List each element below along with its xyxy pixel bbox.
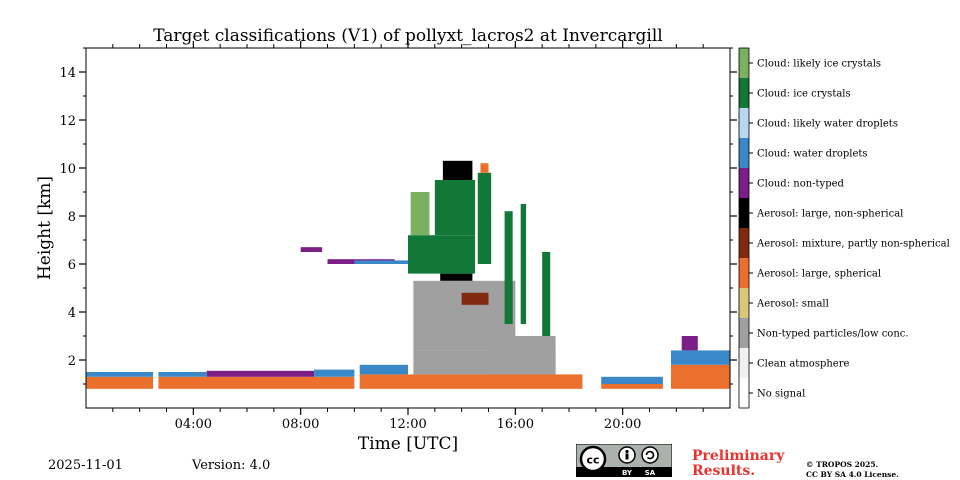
cc-license-badge: cc BY SA — [576, 444, 672, 477]
colorbar-label: No signal — [757, 389, 805, 400]
y-tick-label: 10 — [59, 162, 76, 177]
version-label: Version: 4.0 — [192, 458, 271, 473]
class-patch-26 — [601, 376, 663, 384]
x-tick-label: 20:00 — [604, 417, 641, 432]
colorbar-swatch-4 — [739, 258, 749, 288]
colorbar-label: Clean atmosphere — [757, 359, 850, 370]
copyright-line-2: CC BY SA 4.0 License. — [806, 470, 899, 479]
class-patch-5 — [314, 369, 355, 377]
class-patch-3 — [206, 370, 315, 377]
x-tick-label: 04:00 — [175, 417, 212, 432]
colorbar-swatch-10 — [739, 78, 749, 108]
colorbar-label: Cloud: ice crystals — [757, 89, 851, 100]
colorbar-label: Non-typed particles/low conc. — [757, 329, 909, 340]
colorbar-label: Cloud: likely ice crystals — [757, 59, 881, 70]
class-patch-4 — [158, 372, 207, 377]
colorbar-label: Cloud: non-typed — [757, 179, 845, 190]
colorbar-swatch-3 — [739, 288, 749, 318]
class-patch-1 — [86, 372, 154, 377]
class-patch-13 — [410, 192, 430, 236]
colorbar-swatch-2 — [739, 318, 749, 348]
colorbar-swatch-0 — [739, 378, 749, 408]
preliminary-line-1: Preliminary — [692, 448, 785, 464]
class-patch-25 — [601, 384, 663, 389]
class-patch-23 — [300, 247, 323, 252]
colorbar-label: Aerosol: large, non-spherical — [756, 209, 903, 220]
chart-title: Target classifications (V1) of pollyxt_l… — [153, 26, 662, 46]
colorbar-label: Cloud: likely water droplets — [757, 119, 898, 130]
axes: 04:00 08:00 12:00 16:00 20:00 2 4 6 8 10 12 14 — [59, 41, 737, 432]
class-patch-16 — [477, 172, 492, 264]
colorbar-frame — [738, 47, 750, 409]
y-tick-label: 4 — [68, 306, 76, 321]
plot-area — [86, 160, 730, 389]
class-patch-12 — [408, 235, 476, 274]
class-patch-14 — [434, 180, 476, 236]
class-patch-19 — [520, 204, 527, 324]
class-patch-28 — [670, 350, 730, 365]
colorbar: No signal Clean atmosphere Non-typed parti… — [738, 47, 950, 409]
copyright-notice: © TROPOS 2025. CC BY SA 4.0 License. — [806, 460, 899, 480]
class-patch-29 — [681, 336, 698, 351]
x-axis-label: Time [UTC] — [358, 434, 458, 454]
class-patch-0 — [86, 376, 154, 389]
sa-share-icon — [641, 446, 659, 464]
colorbar-swatch-6 — [739, 198, 749, 228]
plot-frame — [85, 47, 731, 409]
date-label: 2025-11-01 — [48, 458, 123, 473]
cc-icon — [579, 445, 607, 473]
x-tick-label: 12:00 — [389, 417, 426, 432]
colorbar-swatch-1 — [739, 348, 749, 378]
colorbar-swatch-8 — [739, 138, 749, 168]
class-patch-7 — [359, 364, 408, 375]
class-patch-27 — [670, 364, 730, 389]
class-patch-11 — [461, 292, 489, 305]
class-patch-24 — [488, 336, 556, 375]
preliminary-line-2: Results. — [692, 463, 756, 479]
y-tick-label: 6 — [68, 258, 76, 273]
class-patch-2 — [158, 376, 355, 389]
colorbar-label: Aerosol: large, spherical — [756, 269, 881, 280]
y-tick-label: 14 — [59, 66, 76, 81]
y-tick-label: 12 — [59, 114, 76, 129]
preliminary-notice: Preliminary Results. — [692, 449, 784, 479]
colorbar-label: Aerosol: small — [756, 299, 829, 310]
colorbar-swatch-11 — [739, 48, 749, 78]
x-tick-label: 16:00 — [497, 417, 534, 432]
y-tick-label: 8 — [68, 210, 76, 225]
y-axis-label: Height [km] — [35, 176, 55, 280]
class-patch-22 — [354, 260, 408, 264]
svg-text:cc: cc — [586, 454, 599, 467]
class-patch-18 — [504, 211, 513, 324]
copyright-line-1: © TROPOS 2025. — [806, 460, 879, 469]
colorbar-label: Aerosol: mixture, partly non-spherical — [756, 239, 950, 250]
class-patch-20 — [542, 252, 551, 336]
svg-text:BY: BY — [622, 469, 633, 477]
colorbar-swatch-7 — [739, 168, 749, 198]
y-tick-label: 2 — [68, 354, 76, 369]
class-patch-6 — [359, 374, 583, 389]
class-patch-17 — [480, 163, 489, 173]
svg-text:SA: SA — [645, 469, 656, 477]
x-tick-label: 08:00 — [282, 417, 319, 432]
class-patch-15 — [442, 160, 473, 180]
class-patch-10 — [440, 273, 473, 281]
colorbar-swatch-5 — [739, 228, 749, 258]
colorbar-label: Cloud: water droplets — [757, 149, 868, 160]
colorbar-swatch-9 — [739, 108, 749, 138]
